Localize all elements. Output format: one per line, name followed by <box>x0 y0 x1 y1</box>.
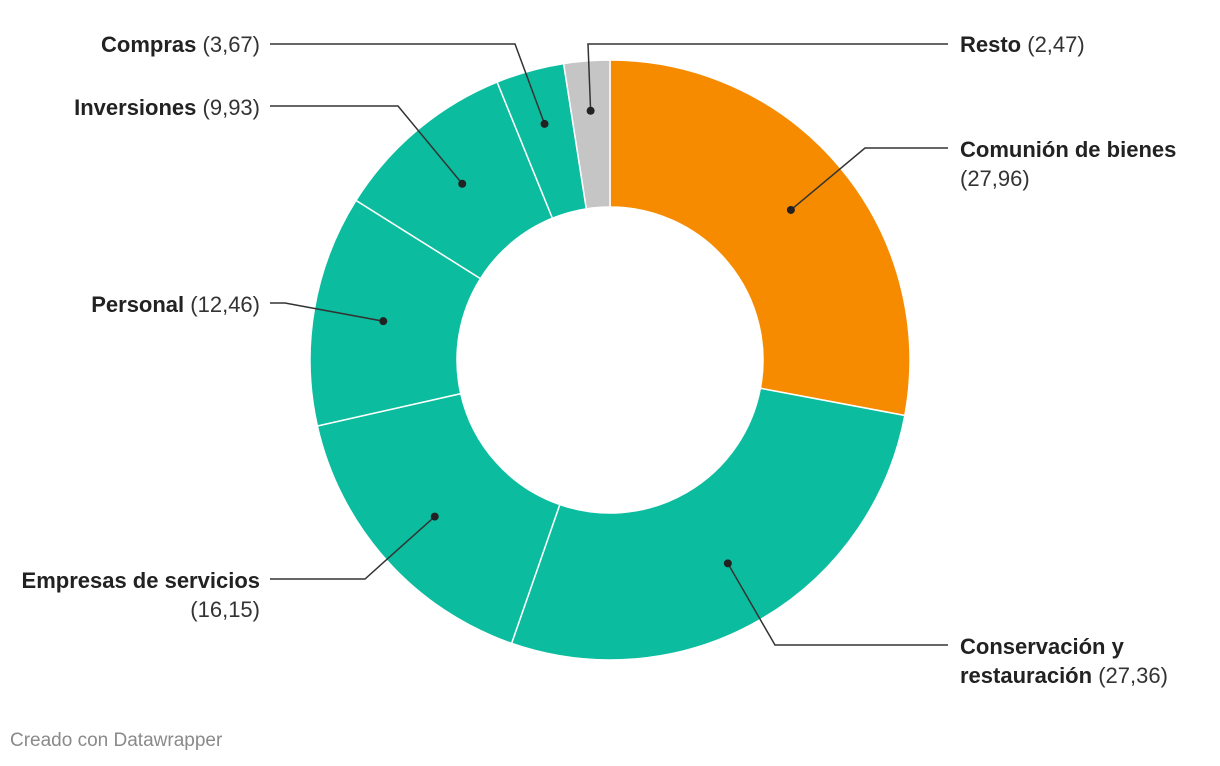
label-name: Resto <box>960 32 1022 57</box>
leader-dot <box>586 106 595 115</box>
label-name: Inversiones <box>74 95 197 120</box>
leader-lines <box>270 43 948 646</box>
label-inversiones: Inversiones (9,93) <box>74 93 260 122</box>
label-value: (3,67) <box>202 32 260 57</box>
label-name-cont: restauración <box>960 663 1093 688</box>
label-value: (16,15) <box>190 597 260 622</box>
leader-dot <box>430 512 439 521</box>
label-empresas-de-servicios: Empresas de servicios (16,15) <box>22 566 260 624</box>
label-value: (12,46) <box>190 292 260 317</box>
label-personal: Personal (12,46) <box>91 290 260 319</box>
leader-line <box>270 105 463 185</box>
label-value: (9,93) <box>202 95 260 120</box>
leader-line <box>270 516 436 580</box>
label-resto: Resto (2,47) <box>960 30 1085 59</box>
label-value: (27,36) <box>1098 663 1168 688</box>
label-conservacion-y-restauracion: Conservación y restauración (27,36) <box>960 632 1168 690</box>
slice-comunión-de-bienes <box>609 59 911 417</box>
leader-dot <box>723 559 732 568</box>
label-compras: Compras (3,67) <box>101 30 260 59</box>
leader-line <box>790 147 948 211</box>
leader-line <box>270 43 546 125</box>
slice-conservación-y-restauración <box>510 387 906 661</box>
leader-dot <box>786 205 795 214</box>
label-comunion-de-bienes: Comunión de bienes (27,96) <box>960 135 1176 193</box>
leader-line <box>727 562 948 646</box>
label-name: Conservación y <box>960 634 1124 659</box>
leader-line <box>587 43 948 111</box>
label-value: (27,96) <box>960 166 1030 191</box>
leader-dot <box>379 317 388 326</box>
slices <box>309 59 911 661</box>
slice-resto <box>562 59 611 210</box>
label-name: Comunión de bienes <box>960 137 1177 162</box>
label-name: Compras <box>101 32 197 57</box>
slice-empresas-de-servicios <box>316 392 561 645</box>
label-name: Personal <box>91 292 185 317</box>
credit-text: Creado con Datawrapper <box>10 730 223 751</box>
slice-personal <box>309 199 482 427</box>
leader-dot <box>458 179 467 188</box>
leader-line <box>270 302 384 322</box>
label-name: Empresas de servicios <box>21 568 260 593</box>
leader-dot <box>540 119 549 128</box>
label-value: (2,47) <box>1027 32 1085 57</box>
